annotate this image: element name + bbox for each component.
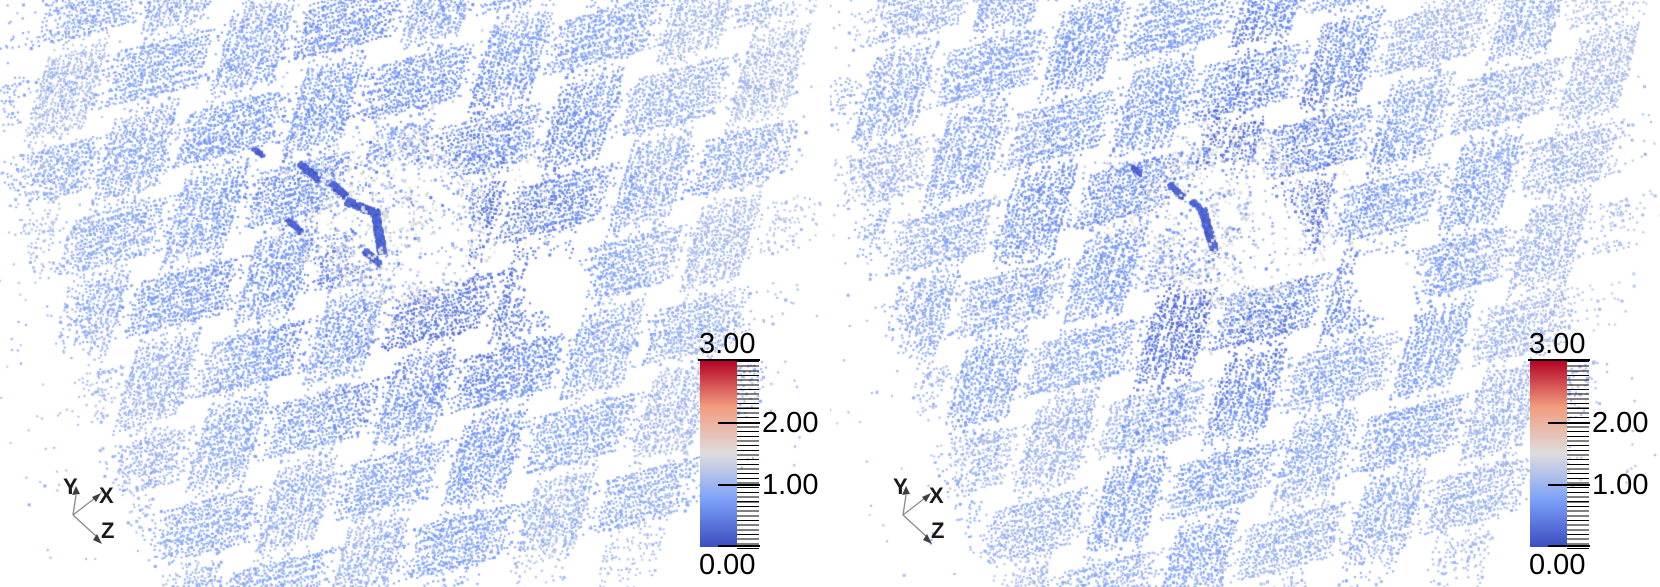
colorbar-major-tick-0	[1548, 545, 1590, 547]
z-axis-label: Z	[931, 518, 944, 543]
orientation-axes-triad: Y X Z	[63, 474, 114, 544]
colorbar-label-min: 0.00	[699, 549, 756, 581]
z-axis-line	[72, 514, 98, 538]
y-axis-line	[902, 494, 907, 516]
x-axis-arrowhead-icon	[92, 493, 101, 502]
colorbar-label-min: 0.00	[1529, 549, 1586, 581]
y-axis-arrowhead-icon	[72, 486, 80, 495]
colorbar-major-tick-2	[718, 422, 760, 424]
colorbar-minor-ticks	[737, 361, 759, 549]
colorbar-label-1: 1.00	[1592, 469, 1649, 501]
x-axis-label: X	[929, 483, 944, 508]
colorbar-major-tick-3	[698, 359, 760, 361]
y-axis-line	[72, 494, 77, 516]
x-axis-arrowhead-icon	[922, 493, 931, 502]
colorbar-major-tick-3	[1528, 359, 1590, 361]
render-view-left: Y X Z 3.00 2.00 1.00 0.00	[0, 0, 830, 587]
colorbar-scalar-legend[interactable]: 3.00 2.00 1.00 0.00	[698, 330, 833, 582]
pointcloud-canvas-left[interactable]	[0, 0, 830, 587]
colorbar-minor-ticks	[1567, 361, 1589, 549]
colorbar-label-1: 1.00	[762, 469, 819, 501]
y-axis-label: Y	[893, 474, 908, 499]
colorbar-gradient	[1530, 361, 1567, 547]
x-axis-line	[902, 497, 926, 516]
colorbar-major-tick-1	[718, 484, 760, 486]
colorbar-major-tick-1	[1548, 484, 1590, 486]
render-view-right: Y X Z 3.00 2.00 1.00 0.00	[830, 0, 1660, 587]
orientation-axes-triad: Y X Z	[893, 474, 944, 544]
colorbar-major-tick-0	[718, 545, 760, 547]
colorbar-scalar-legend[interactable]: 3.00 2.00 1.00 0.00	[1528, 330, 1660, 582]
colorbar-gradient	[700, 361, 737, 547]
y-axis-label: Y	[63, 474, 78, 499]
x-axis-label: X	[99, 483, 114, 508]
z-axis-label: Z	[101, 518, 114, 543]
colorbar-label-max: 3.00	[1529, 328, 1586, 360]
colorbar-label-2: 2.00	[1592, 407, 1649, 439]
y-axis-arrowhead-icon	[902, 486, 910, 495]
z-axis-line	[902, 514, 928, 538]
x-axis-line	[72, 497, 96, 516]
colorbar-label-max: 3.00	[699, 328, 756, 360]
z-axis-arrowhead-icon	[93, 534, 102, 544]
colorbar-label-2: 2.00	[762, 407, 819, 439]
pointcloud-canvas-right[interactable]	[830, 0, 1660, 587]
colorbar-major-tick-2	[1548, 422, 1590, 424]
z-axis-arrowhead-icon	[923, 534, 932, 544]
